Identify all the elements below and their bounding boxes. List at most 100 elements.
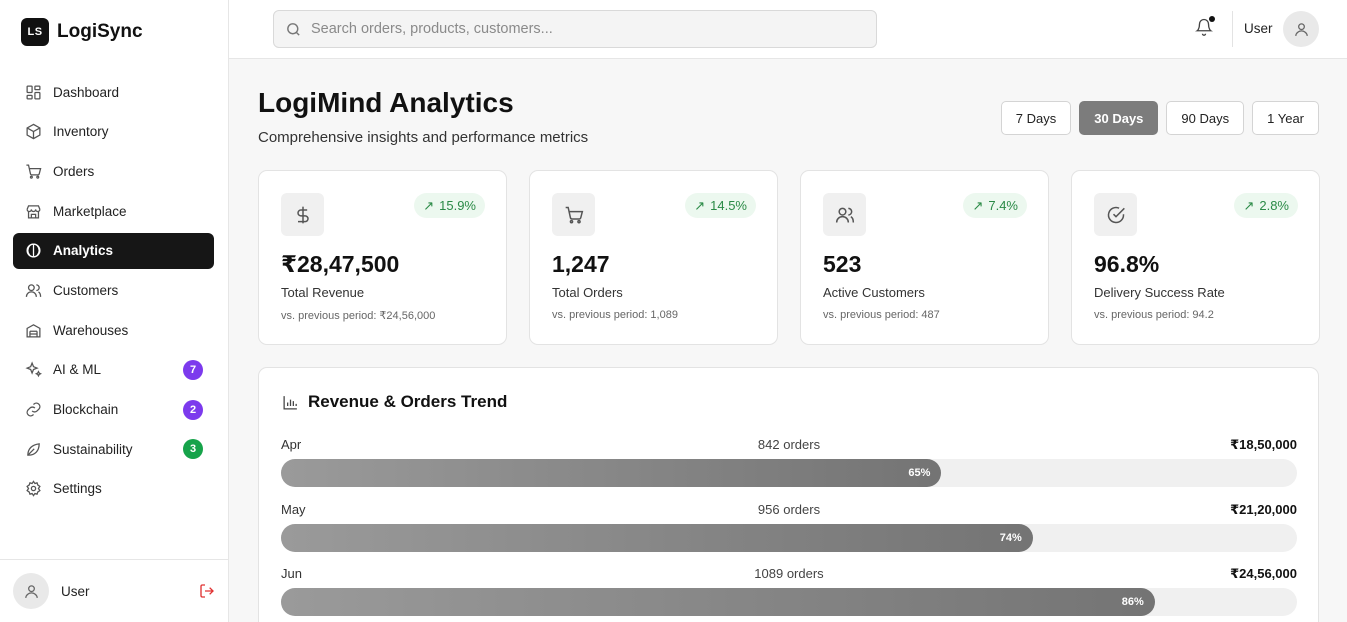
progress-fill: 65% <box>281 459 942 487</box>
brand-logo: LS <box>21 18 49 46</box>
sidebar-item-sustainability[interactable]: Sustainability 3 <box>13 431 214 467</box>
kpi-cards: ↗ 15.9% ₹28,47,500 Total Revenue vs. prev… <box>258 170 1320 345</box>
search-icon <box>285 21 302 38</box>
link-icon <box>24 401 42 419</box>
progress-fill: 74% <box>281 523 1033 552</box>
analytics-icon <box>24 242 42 260</box>
trend-value: 2.8% <box>1259 198 1289 213</box>
user-icon <box>24 584 38 598</box>
range-7-days-button[interactable]: 7 Days <box>1000 101 1072 135</box>
kpi-label: Total Revenue <box>281 285 365 300</box>
sidebar-item-label: Blockchain <box>53 402 119 417</box>
sidebar-item-label: Customers <box>53 282 119 298</box>
kpi-card-customers: ↗ 7.4% 523 Active Customers vs. previous … <box>800 170 1049 345</box>
notification-dot <box>1209 16 1215 22</box>
kpi-value: 523 <box>823 251 862 277</box>
users-icon <box>24 281 42 299</box>
sidebar-item-customers[interactable]: Customers <box>13 272 214 308</box>
logout-icon[interactable] <box>199 583 215 599</box>
sidebar-item-inventory[interactable]: Inventory <box>13 114 214 150</box>
topbar-user-name[interactable]: User <box>1244 21 1273 36</box>
trend-revenue: ₹24,56,000 <box>1230 566 1297 581</box>
brand-name: LogiSync <box>57 21 143 42</box>
kpi-value: 96.8% <box>1094 251 1160 277</box>
sustainability-count-badge: 3 <box>183 439 203 460</box>
leaf-icon <box>24 440 42 458</box>
sidebar-item-warehouses[interactable]: Warehouses <box>13 312 214 348</box>
notification-bell-icon[interactable] <box>1195 16 1215 41</box>
progress-label: 86% <box>1121 596 1144 608</box>
store-icon <box>24 202 42 220</box>
sidebar-item-label: Marketplace <box>53 203 127 219</box>
progress-track: 65% <box>281 459 1297 487</box>
page-subtitle: Comprehensive insights and performance m… <box>258 129 589 146</box>
trend-row: May 956 orders ₹21,20,000 74% <box>281 500 1297 565</box>
kpi-card-revenue: ↗ 15.9% ₹28,47,500 Total Revenue vs. prev… <box>258 170 507 345</box>
kpi-previous: vs. previous period: ₹24,56,000 <box>281 310 436 322</box>
trend-row: Apr 842 orders ₹18,50,000 65% <box>281 435 1297 500</box>
sidebar-item-orders[interactable]: Orders <box>13 153 214 189</box>
warehouse-icon <box>24 321 42 339</box>
check-circle-icon <box>1094 193 1137 236</box>
arrow-up-right-icon: ↗ <box>694 197 706 213</box>
trend-value: 15.9% <box>439 198 476 213</box>
kpi-label: Active Customers <box>823 285 925 300</box>
kpi-value: ₹28,47,500 <box>281 251 400 277</box>
users-icon <box>823 193 866 236</box>
brand[interactable]: LS LogiSync <box>21 18 143 46</box>
trend-badge: ↗ 2.8% <box>1234 193 1298 218</box>
trend-badge: ↗ 14.5% <box>685 193 756 218</box>
bar-chart-icon <box>282 394 299 411</box>
trend-month: May <box>281 501 306 517</box>
sparkles-icon <box>24 361 42 379</box>
topbar: User <box>229 0 1347 59</box>
trend-badge: ↗ 15.9% <box>414 193 485 218</box>
trend-month: Apr <box>281 437 302 452</box>
progress-track: 74% <box>281 523 1297 552</box>
user-icon <box>1294 22 1308 36</box>
kpi-card-delivery: ↗ 2.8% 96.8% Delivery Success Rate vs. pr… <box>1071 170 1320 345</box>
sidebar-item-settings[interactable]: Settings <box>13 471 214 507</box>
range-selector: 7 Days 30 Days 90 Days 1 Year <box>1000 101 1319 135</box>
progress-track: 86% <box>281 588 1297 616</box>
sidebar-item-dashboard[interactable]: Dashboard <box>13 74 214 110</box>
progress-label: 65% <box>908 467 931 479</box>
sidebar-item-label: Dashboard <box>53 84 120 100</box>
trend-value: 7.4% <box>988 198 1018 213</box>
sidebar-item-label: Inventory <box>53 124 109 140</box>
sidebar-nav: Dashboard Inventory Orders Marketplace A… <box>13 74 214 511</box>
kpi-value: 1,247 <box>552 251 610 277</box>
trend-orders: 956 orders <box>757 501 821 517</box>
box-icon <box>24 123 42 141</box>
kpi-previous: vs. previous period: 487 <box>823 309 940 321</box>
gear-icon <box>24 480 42 498</box>
range-1-year-button[interactable]: 1 Year <box>1252 101 1319 135</box>
dashboard-icon <box>24 83 42 101</box>
sidebar-item-blockchain[interactable]: Blockchain 2 <box>13 392 214 428</box>
search-input[interactable] <box>311 21 851 37</box>
topbar-avatar[interactable] <box>1283 11 1319 47</box>
sidebar-item-label: AI & ML <box>53 362 102 378</box>
kpi-card-orders: ↗ 14.5% 1,247 Total Orders vs. previous p… <box>529 170 778 345</box>
sidebar-item-analytics[interactable]: Analytics <box>13 232 214 269</box>
sidebar-user-name: User <box>61 583 90 599</box>
page-title: LogiMind Analytics <box>258 87 514 118</box>
blockchain-count-badge: 2 <box>183 399 203 420</box>
range-30-days-button[interactable]: 30 Days <box>1079 101 1159 135</box>
trend-row: Jun 1089 orders ₹24,56,000 86% <box>281 564 1297 622</box>
sidebar-item-marketplace[interactable]: Marketplace <box>13 193 214 229</box>
dollar-icon <box>281 193 324 236</box>
progress-fill: 86% <box>281 588 1155 616</box>
range-90-days-button[interactable]: 90 Days <box>1166 101 1245 135</box>
sidebar-item-label: Orders <box>53 163 95 179</box>
sidebar-item-label: Analytics <box>53 243 114 259</box>
trend-month: Jun <box>281 566 302 581</box>
arrow-up-right-icon: ↗ <box>423 197 435 213</box>
avatar[interactable] <box>13 573 49 609</box>
panel-title: Revenue & Orders Trend <box>308 392 508 411</box>
search-box[interactable] <box>273 10 877 48</box>
revenue-orders-trend-panel: Revenue & Orders Trend Apr 842 orders ₹1… <box>258 367 1319 622</box>
sidebar-item-ai-ml[interactable]: AI & ML 7 <box>13 352 214 388</box>
trend-orders: 842 orders <box>757 437 821 452</box>
panel-header: Revenue & Orders Trend <box>282 392 507 412</box>
